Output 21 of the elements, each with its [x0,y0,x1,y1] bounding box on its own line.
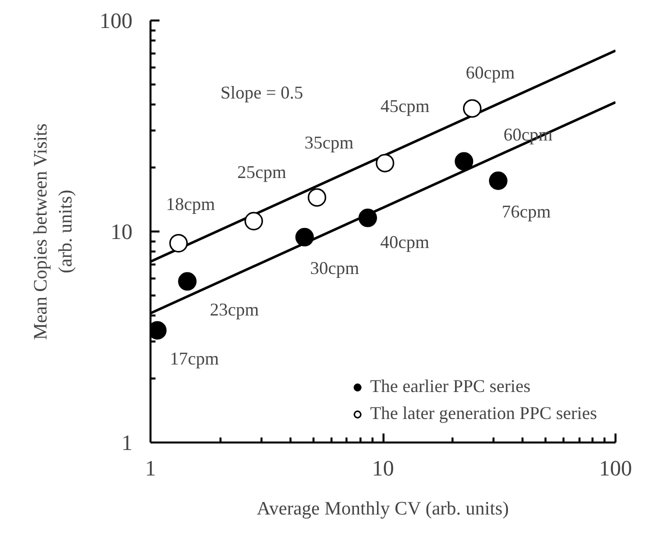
x-tick-label: 10 [372,456,394,480]
annotation: 60cpm [466,62,515,82]
annotation: 35cpm [304,132,354,152]
annotation: 23cpm [210,299,259,320]
legend-label: The earlier PPC series [370,376,531,397]
annotation: 76cpm [502,202,551,222]
annotation: 40cpm [380,232,430,252]
x-tick-label: 100 [599,456,632,480]
annotation: 25cpm [237,162,286,182]
annotation: 45cpm [380,96,430,116]
x-tick-label: 1 [145,456,156,480]
legend-label: The later generation PPC series [370,403,597,424]
y-axis-title: Mean Copies between Visits (arb. units) [30,123,76,340]
y-tick-label: 1 [122,430,132,455]
annotation: 18cpm [166,194,216,214]
annotation: Slope = 0.5 [220,82,304,102]
annotation: 17cpm [170,348,219,368]
y-tick-label: 100 [100,8,132,33]
x-axis-title: Average Monthly CV (arb. units) [256,498,509,520]
y-tick-label: 10 [110,219,132,244]
annotation: 30cpm [310,258,360,278]
